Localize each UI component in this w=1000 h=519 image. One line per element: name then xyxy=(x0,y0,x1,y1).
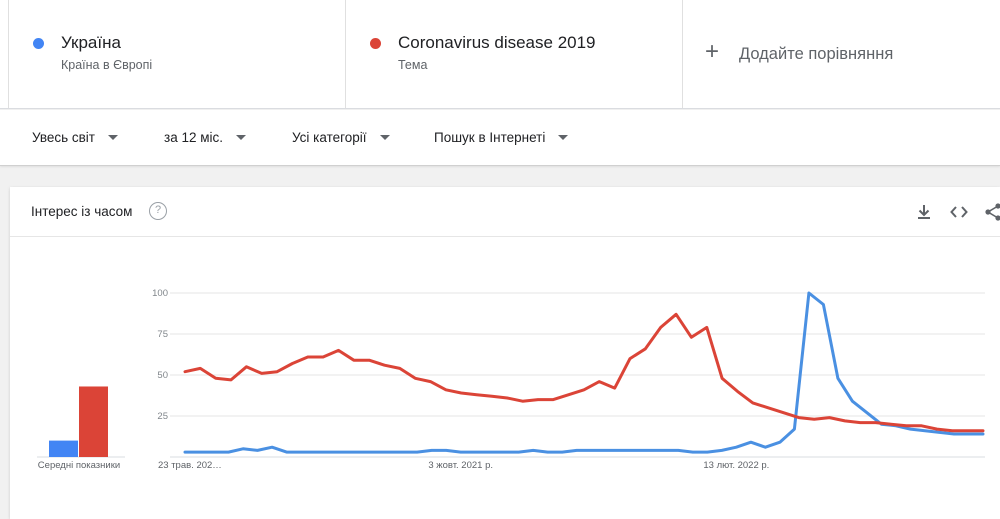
search-type-label: Пошук в Інтернеті xyxy=(434,130,546,145)
region-label: Увесь світ xyxy=(32,130,95,145)
search-type-dropdown[interactable]: Пошук в Інтернеті xyxy=(434,130,569,145)
interest-over-time-card: Інтерес із часом ? 25 50 75 100 23 трав. 202… xyxy=(10,187,1000,519)
download-icon[interactable] xyxy=(914,202,934,222)
series-dot-ukraine xyxy=(33,38,44,49)
series-dot-covid xyxy=(370,38,381,49)
card-header: Інтерес із часом ? xyxy=(10,187,1000,237)
region-dropdown[interactable]: Увесь світ xyxy=(32,130,118,145)
category-label: Усі категорії xyxy=(292,130,367,145)
add-comparison-button[interactable]: + Додайте порівняння xyxy=(683,0,1000,108)
y-tick-label: 50 xyxy=(157,370,168,381)
average-label: Середні показники xyxy=(38,460,120,471)
compare-term-ukraine[interactable]: Україна Країна в Європі xyxy=(8,0,346,108)
chevron-down-icon xyxy=(108,135,118,140)
category-dropdown[interactable]: Усі категорії xyxy=(292,130,390,145)
x-tick-label: 3 жовт. 2021 р. xyxy=(428,460,493,471)
compare-term-covid[interactable]: Coronavirus disease 2019 Тема xyxy=(346,0,683,108)
term-subtitle: Країна в Європі xyxy=(61,58,153,72)
y-tick-label: 75 xyxy=(157,329,168,340)
series-line xyxy=(183,291,985,454)
period-label: за 12 міс. xyxy=(164,130,223,145)
chevron-down-icon xyxy=(379,135,390,140)
embed-icon[interactable] xyxy=(949,202,969,222)
compare-bar: Україна Країна в Європі Coronavirus dise… xyxy=(0,0,1000,109)
average-bar xyxy=(49,440,78,457)
filter-bar: Увесь світ за 12 міс. Усі категорії Пошу… xyxy=(0,110,1000,166)
term-subtitle: Тема xyxy=(398,58,428,72)
y-tick-label: 100 xyxy=(152,288,168,299)
chevron-down-icon xyxy=(558,135,569,140)
term-name: Україна xyxy=(61,33,121,52)
help-icon[interactable]: ? xyxy=(149,202,167,220)
y-tick-label: 25 xyxy=(157,411,168,422)
interest-chart: 25 50 75 100 23 трав. 202… 3 жовт. 2021 р. 13 … xyxy=(37,288,985,471)
share-icon[interactable] xyxy=(983,202,1000,222)
plus-icon: + xyxy=(705,38,720,65)
average-bar xyxy=(79,386,108,457)
card-title: Інтерес із часом xyxy=(31,204,133,219)
series-line xyxy=(183,312,985,433)
term-name: Coronavirus disease 2019 xyxy=(398,33,596,52)
add-comparison-label: Додайте порівняння xyxy=(739,45,894,63)
x-tick-label: 13 лют. 2022 р. xyxy=(703,460,769,471)
chevron-down-icon xyxy=(236,135,246,140)
x-tick-label: 23 трав. 202… xyxy=(158,460,222,471)
period-dropdown[interactable]: за 12 міс. xyxy=(164,130,246,145)
